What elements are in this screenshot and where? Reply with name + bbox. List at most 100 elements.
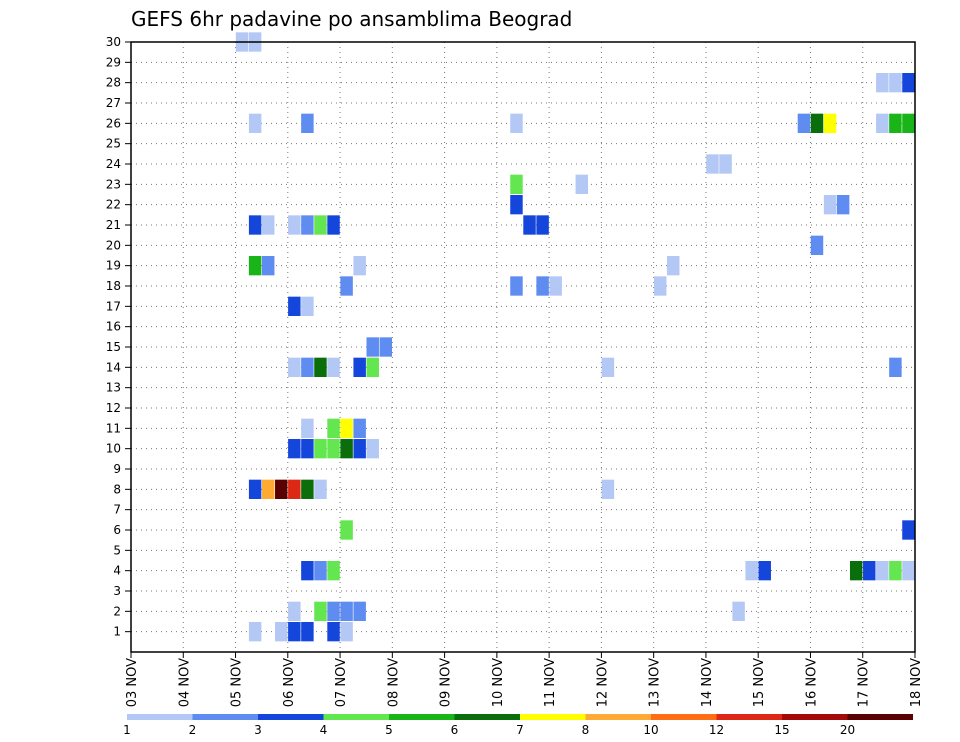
heatmap-cell [301,479,314,499]
heatmap-cell [366,357,379,377]
y-tick-label: 5 [113,543,121,557]
heatmap-cell [889,73,902,93]
colorbar-swatch [585,714,651,720]
colorbar-label: 5 [385,723,393,737]
heatmap-cell [340,276,353,296]
chart-title: GEFS 6hr padavine po ansamblima Beograd [131,7,572,31]
y-tick-label: 14 [106,360,121,374]
heatmap-cell [261,256,275,276]
heatmap-cell [902,561,915,581]
x-tick-label: 07 NOV [334,658,349,707]
heatmap-cell [876,113,889,133]
colorbar-label: 4 [320,723,328,737]
heatmap-cell [288,622,301,642]
y-tick-label: 1 [113,625,121,639]
y-tick-label: 22 [106,198,121,212]
y-axis: 1234567891011121314151617181920212223242… [106,35,131,639]
heatmap-cell [601,357,615,377]
heatmap-cell [314,439,327,459]
colorbar-swatch [323,714,389,720]
heatmap-cell [849,561,863,581]
colorbar-label: 12 [709,723,724,737]
heatmap-cell [706,154,719,174]
heatmap-cell [314,357,327,377]
heatmap-cell [902,520,915,540]
heatmap-cell [549,276,562,296]
heatmap-cell [510,113,523,133]
y-tick-label: 7 [113,503,121,517]
heatmap-cell [823,195,837,215]
heatmap-cell [288,439,301,459]
heatmap-cell [366,337,379,357]
heatmap-cell [653,276,667,296]
x-tick-label: 08 NOV [386,658,401,707]
heatmap-cell [836,195,850,215]
y-tick-label: 13 [106,381,121,395]
heatmap-cell [889,113,902,133]
heatmap-cell [340,520,353,540]
x-tick-label: 03 NOV [125,658,140,707]
heatmap-cell [327,418,340,438]
heatmap-cell [353,439,366,459]
heatmap-cell [601,479,615,499]
colorbar-swatch [258,714,324,720]
colorbar-swatch [454,714,520,720]
y-tick-label: 28 [106,76,121,90]
heatmap-cell [248,113,262,133]
x-tick-label: 18 NOV [909,658,924,707]
y-tick-label: 24 [106,157,121,171]
heatmap-cell [327,601,340,621]
y-tick-label: 2 [113,604,121,618]
heatmap-cell [353,418,366,438]
heatmap-cell [810,113,824,133]
heatmap-cell [575,174,589,194]
heatmap-cell [301,357,314,377]
heatmap-cell [353,357,366,377]
heatmap-cell [261,215,275,235]
heatmap-cell [301,113,314,133]
heatmap-cells [235,32,915,642]
colorbar-swatch [520,714,586,720]
y-tick-label: 3 [113,584,121,598]
heatmap-cell [510,276,523,296]
heatmap-cell [314,479,327,499]
colorbar-label: 1 [123,723,131,737]
heatmap-cell [327,215,340,235]
x-tick-label: 05 NOV [230,658,245,707]
heatmap-cell [301,439,314,459]
colorbar-swatch [651,714,717,720]
heatmap-cell [314,215,327,235]
heatmap-cell [301,622,314,642]
colorbar-swatch [782,714,848,720]
heatmap-cell [248,479,262,499]
heatmap-cell [797,113,811,133]
colorbar-label: 6 [451,723,459,737]
plot-frame [130,41,916,653]
heatmap-cell [732,601,745,621]
heatmap-cell [248,622,262,642]
y-tick-label: 18 [106,279,121,293]
colorbar-swatch [192,714,258,720]
heatmap-cell [327,439,340,459]
y-tick-label: 17 [106,299,121,313]
heatmap-cell [353,601,366,621]
y-tick-label: 30 [106,35,121,49]
heatmap-cell [902,113,915,133]
x-tick-label: 14 NOV [700,658,715,707]
heatmap-cell [523,215,536,235]
y-tick-label: 10 [106,442,121,456]
colorbar-label: 3 [254,723,262,737]
heatmap-cell [327,622,340,642]
x-tick-label: 10 NOV [491,658,506,707]
colorbar-swatch [389,714,455,720]
heatmap-cell [340,622,353,642]
heatmap-cell [288,215,301,235]
heatmap-cell [719,154,732,174]
heatmap-cell [301,418,314,438]
heatmap-cell [823,113,837,133]
y-tick-label: 12 [106,401,121,415]
heatmap-cell [889,561,902,581]
colorbar-label: 15 [774,723,789,737]
x-tick-label: 13 NOV [648,658,663,707]
